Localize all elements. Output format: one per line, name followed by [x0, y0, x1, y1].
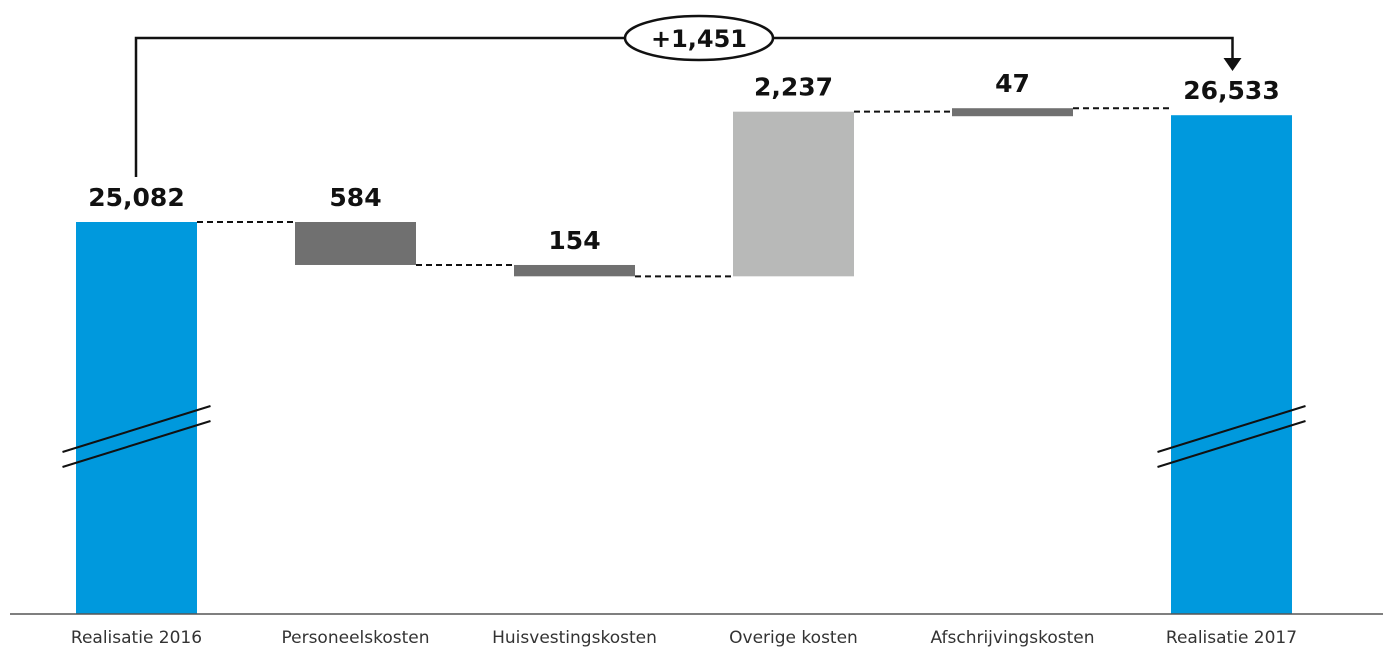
- category-label: Personeelskosten: [281, 628, 429, 648]
- arrow-down-icon: [1223, 58, 1242, 71]
- axis-break-marks: [62, 405, 1306, 468]
- value-label: 26,533: [1183, 76, 1279, 105]
- connector-lines: [197, 107, 1171, 278]
- value-label: 25,082: [88, 183, 184, 212]
- axis-break-line: [1157, 420, 1306, 468]
- axis-break-line: [62, 420, 211, 468]
- total-change-bracket: +1,451: [134, 14, 1242, 177]
- total-change-badge: [623, 14, 775, 62]
- value-label: 154: [548, 226, 600, 255]
- bar-afschrijvingskosten: [952, 108, 1073, 117]
- category-label: Realisatie 2017: [1166, 628, 1297, 648]
- category-label: Afschrijvingskosten: [930, 628, 1094, 648]
- value-labels: 25,082 584 154 2,237 47 26,533: [88, 69, 1279, 255]
- axis-break-line: [62, 405, 211, 453]
- category-label: Realisatie 2016: [71, 628, 202, 648]
- bar-personeelskosten: [295, 222, 416, 265]
- category-label: Huisvestingskosten: [492, 628, 657, 648]
- category-labels: Realisatie 2016 Personeelskosten Huisvesti…: [71, 628, 1297, 648]
- total-change-label: +1,451: [651, 25, 747, 53]
- bars-group: [76, 108, 1292, 615]
- bar-realisatie-2016: [76, 222, 197, 614]
- bar-huisvestingskosten: [514, 264, 635, 277]
- category-label: Overige kosten: [729, 628, 858, 648]
- bar-overige-kosten: [733, 111, 854, 277]
- axis-break-line: [1157, 405, 1306, 453]
- value-label: 47: [995, 69, 1030, 98]
- value-label: 584: [329, 183, 381, 212]
- value-label: 2,237: [754, 73, 833, 102]
- bar-realisatie-2017: [1171, 115, 1292, 615]
